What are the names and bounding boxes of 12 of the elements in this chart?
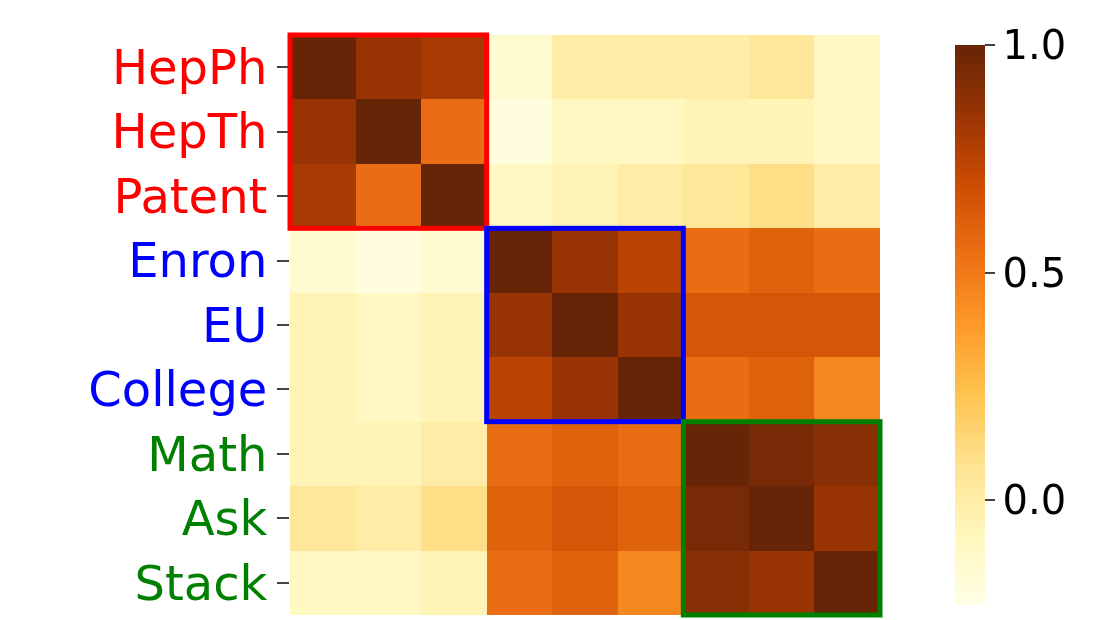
- y-tick-label: Stack: [134, 554, 268, 611]
- y-tick-label: Patent: [113, 167, 268, 224]
- color-bar-label: 1.0: [1002, 22, 1067, 68]
- y-tick-label: HepPh: [111, 39, 268, 96]
- y-tick-label: Enron: [128, 232, 268, 289]
- color-bar-label: 0.0: [1002, 477, 1067, 524]
- y-tick-label: College: [88, 361, 268, 418]
- y-tick-label: Ask: [181, 490, 268, 547]
- y-tick-label: EU: [201, 296, 268, 353]
- y-tick-label: Math: [147, 425, 268, 482]
- y-tick-label: HepTh: [111, 103, 268, 160]
- color-bar-label: 0.5: [1002, 249, 1067, 296]
